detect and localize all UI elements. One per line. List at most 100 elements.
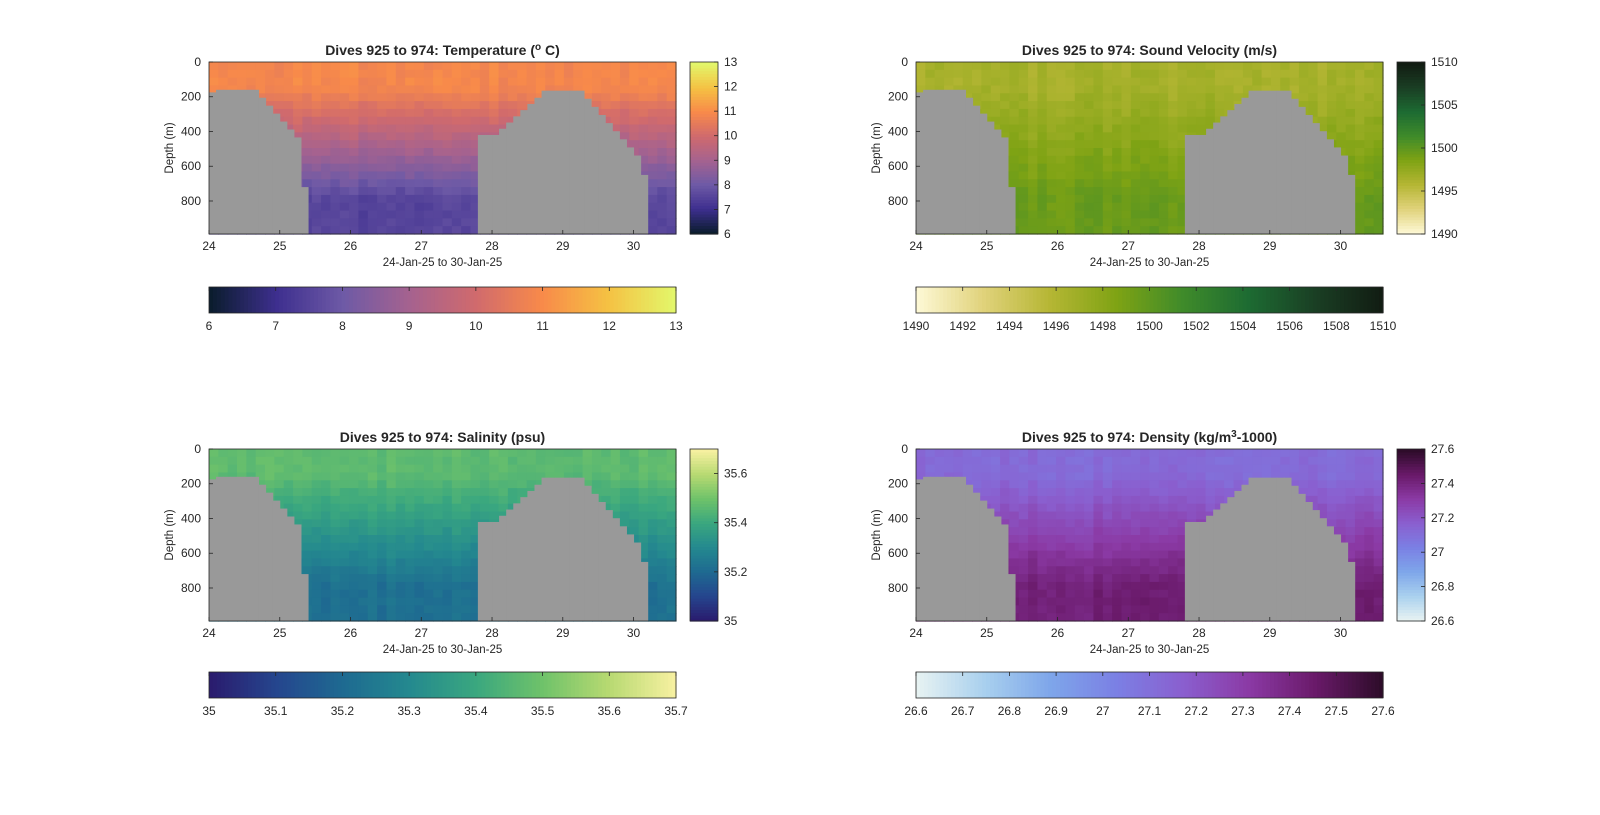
colorbar-bottom-swatch bbox=[1309, 287, 1314, 313]
heatmap-cell bbox=[925, 464, 936, 474]
heatmap-cell bbox=[1037, 566, 1048, 575]
colorbar-bottom-swatch bbox=[563, 287, 568, 313]
heatmap-cell bbox=[1298, 62, 1309, 71]
heatmap-cell bbox=[1149, 464, 1160, 474]
heatmap-cell bbox=[962, 93, 973, 102]
axes-frame bbox=[208, 448, 677, 622]
heatmap-cell bbox=[311, 488, 322, 497]
heatmap-cell bbox=[535, 472, 546, 481]
heatmap-cell bbox=[386, 148, 397, 157]
heatmap-cell bbox=[451, 163, 462, 173]
heatmap-cell bbox=[339, 472, 350, 481]
heatmap-cell bbox=[321, 472, 332, 481]
heatmap-cell bbox=[666, 77, 677, 87]
colorbar-bottom-swatch bbox=[931, 287, 937, 313]
heatmap-cell bbox=[972, 456, 982, 466]
heatmap-cell bbox=[246, 77, 257, 87]
heatmap-cell bbox=[255, 77, 266, 87]
heatmap-cell bbox=[377, 558, 388, 567]
colorbar-right-tick-label: 10 bbox=[724, 129, 738, 143]
heatmap-cell bbox=[1037, 527, 1048, 536]
heatmap-cell bbox=[339, 116, 350, 126]
heatmap-cell bbox=[377, 456, 388, 466]
heatmap-cell bbox=[349, 464, 360, 474]
heatmap-cell bbox=[507, 480, 518, 489]
heatmap-cell bbox=[367, 148, 378, 157]
heatmap-cell bbox=[321, 124, 332, 133]
heatmap-cell bbox=[1140, 218, 1151, 227]
colorbar-bottom-swatch bbox=[496, 287, 502, 313]
heatmap-cell bbox=[321, 108, 332, 118]
heatmap-cell bbox=[405, 116, 416, 126]
heatmap-cell bbox=[1224, 449, 1235, 458]
heatmap-cell bbox=[414, 558, 425, 567]
heatmap-cell bbox=[1233, 472, 1244, 481]
colorbar-bottom-swatch bbox=[1188, 287, 1193, 313]
heatmap-cell bbox=[1214, 456, 1225, 466]
seafloor-mask-step bbox=[492, 521, 500, 621]
heatmap-cell bbox=[498, 85, 509, 94]
heatmap-cell bbox=[330, 581, 341, 591]
heatmap-cell bbox=[1168, 503, 1179, 513]
heatmap-cell bbox=[433, 542, 444, 552]
heatmap-cell bbox=[1065, 589, 1076, 599]
heatmap-cell bbox=[1037, 148, 1048, 157]
heatmap-cell bbox=[479, 464, 490, 474]
heatmap-cell bbox=[395, 171, 406, 180]
heatmap-cell bbox=[1009, 171, 1020, 180]
colorbar-right-swatch bbox=[690, 170, 718, 175]
heatmap-cell bbox=[1261, 77, 1272, 87]
heatmap-cell bbox=[367, 210, 378, 219]
heatmap-cell bbox=[619, 488, 630, 497]
colorbar-right-swatch bbox=[690, 489, 718, 493]
colorbar-bottom-swatch bbox=[216, 287, 222, 313]
colorbar-right-swatch bbox=[690, 457, 718, 462]
heatmap-cell bbox=[1177, 464, 1188, 474]
heatmap-cell bbox=[563, 85, 574, 94]
heatmap-cell bbox=[1354, 62, 1365, 71]
heatmap-cell bbox=[1168, 210, 1179, 219]
heatmap-cell bbox=[1056, 179, 1067, 188]
heatmap-cell bbox=[451, 503, 462, 513]
heatmap-cell bbox=[470, 155, 481, 165]
heatmap-cell bbox=[1140, 140, 1151, 149]
heatmap-cell bbox=[479, 456, 490, 466]
heatmap-cell bbox=[237, 456, 247, 466]
heatmap-cell bbox=[1130, 495, 1141, 505]
heatmap-cell bbox=[1261, 69, 1272, 79]
colorbar-right-swatch bbox=[1397, 211, 1425, 215]
y-tick-label: 600 bbox=[181, 159, 201, 173]
heatmap-cell bbox=[1037, 488, 1048, 497]
heatmap-cell bbox=[367, 132, 378, 141]
heatmap-cell bbox=[1000, 480, 1010, 489]
colorbar-bottom-swatch bbox=[290, 672, 296, 698]
colorbar-right-swatch bbox=[690, 506, 718, 510]
heatmap-cell bbox=[1056, 194, 1067, 204]
heatmap-cell bbox=[423, 472, 434, 481]
heatmap-cell bbox=[647, 449, 658, 458]
colorbar-bottom-tick-label: 12 bbox=[603, 319, 617, 333]
heatmap-cell bbox=[274, 449, 285, 458]
colorbar-bottom-swatch bbox=[224, 287, 230, 313]
colorbar-right-swatch bbox=[690, 566, 718, 570]
heatmap-cell bbox=[302, 116, 313, 126]
colorbar-bottom-swatch bbox=[458, 672, 463, 698]
heatmap-cell bbox=[1084, 581, 1095, 591]
colorbar-bottom-swatch bbox=[236, 287, 241, 313]
heatmap-cell bbox=[377, 179, 388, 188]
heatmap-cell bbox=[1093, 503, 1104, 513]
heatmap-cell bbox=[1018, 179, 1029, 188]
colorbar-bottom-swatch bbox=[423, 287, 428, 313]
heatmap-cell bbox=[1373, 124, 1384, 133]
heatmap-cell bbox=[1168, 535, 1179, 544]
heatmap-cell bbox=[1364, 210, 1375, 219]
heatmap-cell bbox=[591, 69, 602, 79]
heatmap-cell bbox=[1018, 472, 1029, 481]
heatmap-cell bbox=[638, 464, 649, 474]
heatmap-cell bbox=[433, 488, 444, 497]
heatmap-cell bbox=[1177, 605, 1188, 614]
heatmap-cell bbox=[1130, 132, 1141, 141]
colorbar-right-swatch bbox=[1397, 122, 1425, 126]
heatmap-cell bbox=[1121, 148, 1132, 157]
